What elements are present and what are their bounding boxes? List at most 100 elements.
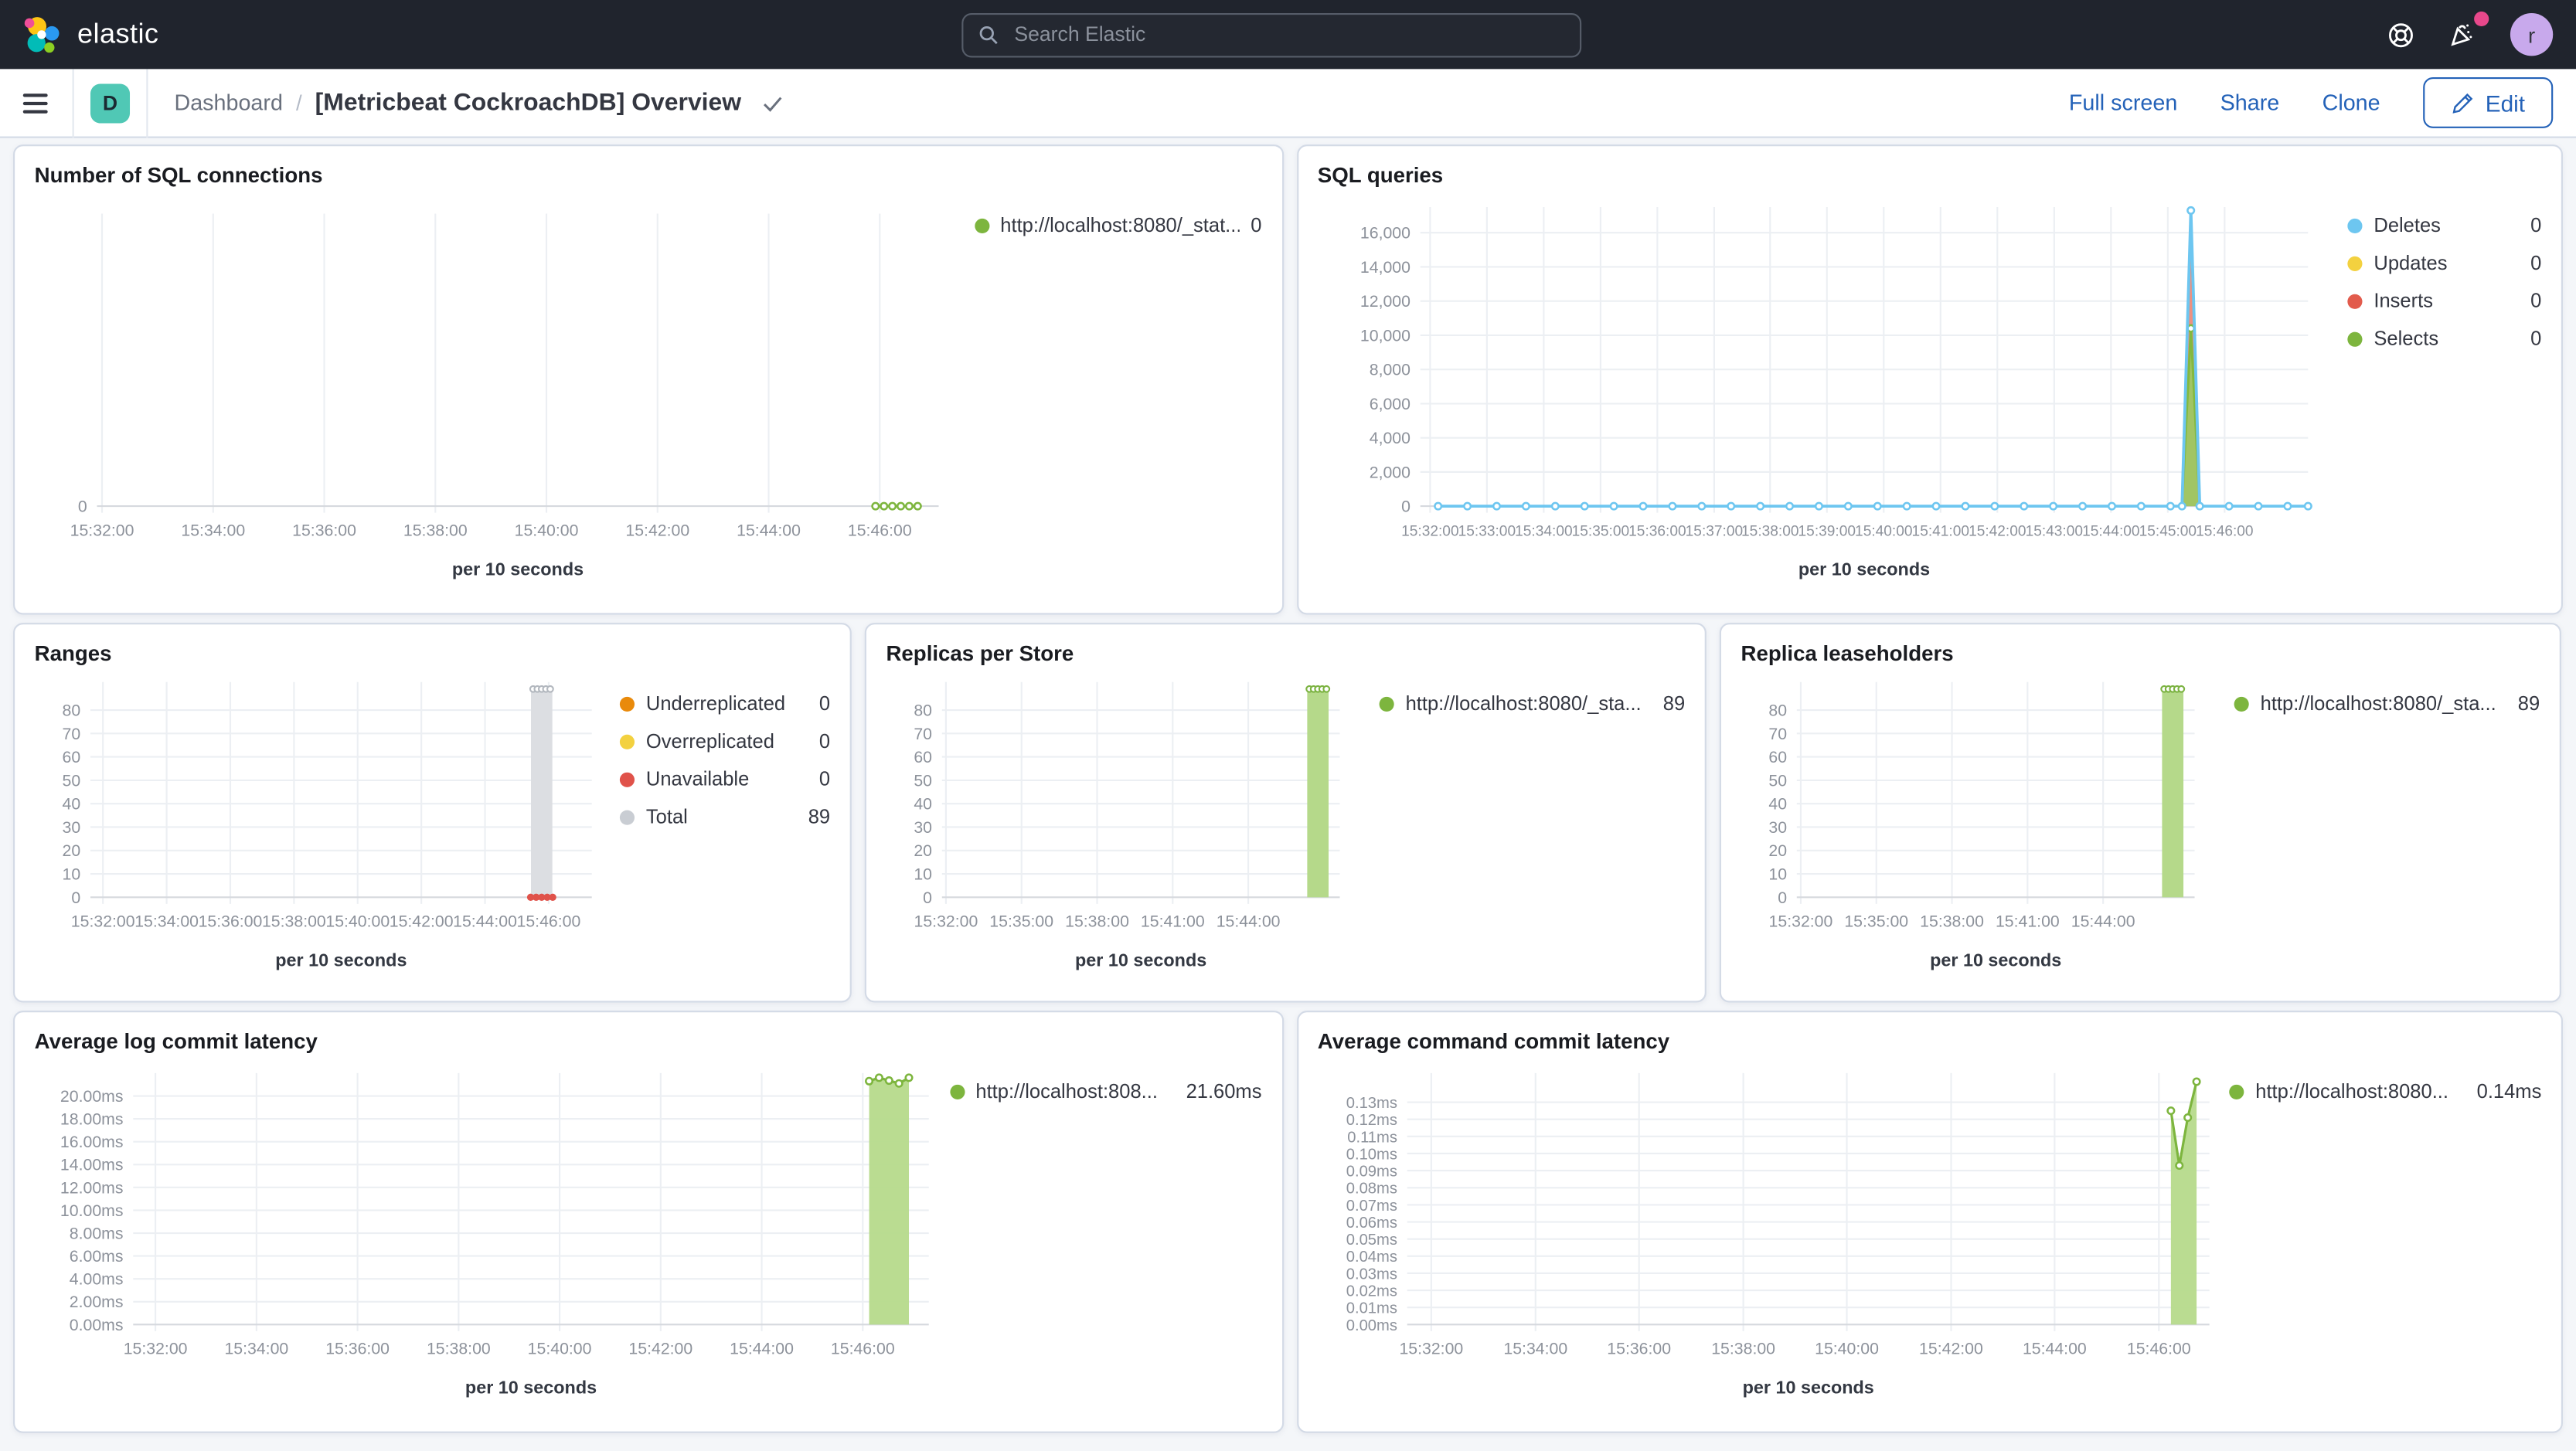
chart-canvas[interactable]: 15:32:00 15:34:00 15:36:00 15:38:00 15:40:00… — [35, 669, 602, 990]
legend-swatch — [1379, 695, 1394, 711]
svg-text:50: 50 — [1768, 771, 1787, 790]
legend-item: Updates 0 — [2347, 251, 2541, 274]
svg-text:0.00ms: 0.00ms — [1346, 1317, 1397, 1334]
svg-text:30: 30 — [1768, 818, 1787, 837]
svg-text:10: 10 — [1768, 865, 1787, 884]
legend-label: Unavailable — [645, 767, 750, 791]
legend-label: Underreplicated — [645, 692, 786, 715]
svg-text:15:45:00: 15:45:00 — [2139, 523, 2196, 539]
svg-text:15:40:00: 15:40:00 — [515, 521, 579, 539]
legend-item: Overreplicated 0 — [619, 729, 830, 753]
full-screen-button[interactable]: Full screen — [2068, 90, 2178, 115]
svg-text:0.03ms: 0.03ms — [1346, 1266, 1397, 1283]
svg-text:15:33:00: 15:33:00 — [1458, 523, 1515, 539]
svg-text:15:32:00: 15:32:00 — [1769, 912, 1833, 931]
svg-text:per 10 seconds: per 10 seconds — [452, 559, 584, 579]
breadcrumb-dashboard-link[interactable]: Dashboard — [174, 90, 283, 115]
svg-text:15:44:00: 15:44:00 — [730, 1340, 794, 1358]
panel-number-of-sql-connections: Number of SQL connections 15:32:00 15:34:… — [13, 144, 1284, 615]
newsfeed-icon[interactable] — [2448, 11, 2489, 49]
svg-text:15:46:00: 15:46:00 — [2195, 523, 2252, 539]
svg-text:15:42:00: 15:42:00 — [390, 912, 454, 931]
svg-text:80: 80 — [63, 701, 81, 719]
brand-name: elastic — [77, 18, 159, 49]
svg-text:0: 0 — [1778, 889, 1787, 907]
legend-label: Total — [645, 805, 688, 829]
svg-text:15:42:00: 15:42:00 — [628, 1340, 692, 1358]
page-title: [Metricbeat CockroachDB] Overview — [315, 88, 742, 117]
share-button[interactable]: Share — [2220, 90, 2280, 115]
legend-label: Inserts — [2374, 289, 2433, 313]
legend-item: Inserts 0 — [2347, 289, 2541, 312]
user-avatar[interactable]: r — [2510, 13, 2554, 56]
svg-text:15:40:00: 15:40:00 — [528, 1340, 592, 1358]
svg-text:0: 0 — [1400, 498, 1410, 516]
breadcrumb-check-icon[interactable] — [761, 91, 784, 114]
panel-title: SQL queries — [1317, 162, 1444, 188]
global-search[interactable] — [961, 12, 1582, 57]
svg-text:50: 50 — [914, 771, 932, 790]
svg-text:14,000: 14,000 — [1359, 258, 1410, 277]
svg-text:15:40:00: 15:40:00 — [1814, 1340, 1878, 1358]
chart-legend: Underreplicated 0 Overreplicated 0 Unavailab… — [619, 669, 831, 843]
legend-swatch — [2347, 255, 2363, 270]
chart-canvas[interactable]: 15:32:00 15:35:00 15:38:00 15:41:00 15:44:00… — [1741, 669, 2207, 990]
svg-text:18.00ms: 18.00ms — [60, 1110, 124, 1129]
svg-text:15:34:00: 15:34:00 — [224, 1340, 288, 1358]
svg-text:0.07ms: 0.07ms — [1346, 1198, 1397, 1215]
breadcrumb: Dashboard / [Metricbeat CockroachDB] Ove… — [174, 89, 784, 117]
legend-swatch — [974, 217, 989, 233]
svg-text:60: 60 — [63, 748, 81, 766]
menu-icon[interactable] — [20, 85, 56, 121]
space-avatar[interactable]: D — [90, 83, 131, 123]
svg-text:15:44:00: 15:44:00 — [2071, 912, 2135, 931]
svg-text:15:38:00: 15:38:00 — [262, 912, 326, 931]
svg-text:15:32:00: 15:32:00 — [1398, 1340, 1462, 1358]
elastic-logo[interactable]: elastic — [23, 14, 159, 55]
svg-text:12,000: 12,000 — [1359, 292, 1410, 311]
legend-item: http://localhost:8080/_sta... 89 — [2234, 692, 2540, 715]
legend-item: Deletes 0 — [2347, 214, 2541, 236]
svg-text:15:44:00: 15:44:00 — [1217, 912, 1281, 931]
edit-button[interactable]: Edit — [2422, 76, 2554, 128]
elastic-logo-icon — [23, 14, 64, 55]
svg-text:15:35:00: 15:35:00 — [1844, 912, 1908, 931]
chart-canvas[interactable]: 15:32:00 15:33:00 15:34:00 15:35:00 15:36:00… — [1318, 191, 2320, 602]
panel-title: Replica leaseholders — [1741, 641, 1954, 666]
svg-text:15:40:00: 15:40:00 — [1854, 523, 1911, 539]
divider — [72, 68, 74, 138]
breadcrumb-separator: / — [295, 90, 302, 115]
svg-text:per 10 seconds: per 10 seconds — [275, 950, 407, 970]
legend-item: http://localhost:8080... 0.14ms — [2229, 1079, 2541, 1103]
svg-text:per 10 seconds: per 10 seconds — [1798, 559, 1929, 579]
svg-text:15:38:00: 15:38:00 — [403, 521, 468, 539]
chart-canvas[interactable]: 15:32:00 15:34:00 15:36:00 15:38:00 15:40:00… — [35, 191, 955, 602]
svg-text:15:32:00: 15:32:00 — [124, 1340, 188, 1358]
svg-text:0.13ms: 0.13ms — [1346, 1095, 1397, 1112]
panel-title: Number of SQL connections — [34, 162, 323, 188]
svg-text:60: 60 — [914, 748, 932, 766]
divider — [146, 68, 148, 138]
clone-button[interactable]: Clone — [2322, 90, 2380, 115]
svg-text:per 10 seconds: per 10 seconds — [1075, 950, 1206, 970]
chart-canvas[interactable]: 15:32:00 15:35:00 15:38:00 15:41:00 15:44:00… — [886, 669, 1353, 990]
legend-swatch — [2347, 331, 2363, 346]
svg-text:15:36:00: 15:36:00 — [292, 521, 356, 539]
svg-text:12.00ms: 12.00ms — [60, 1178, 124, 1197]
svg-text:0.04ms: 0.04ms — [1346, 1249, 1397, 1266]
chart-canvas[interactable]: 15:32:00 15:34:00 15:36:00 15:38:00 15:40:00… — [1318, 1057, 2219, 1420]
dashboard-grid: Number of SQL connections 15:32:00 15:34:… — [0, 138, 2576, 1433]
svg-text:80: 80 — [914, 701, 932, 719]
svg-text:15:34:00: 15:34:00 — [1514, 523, 1571, 539]
svg-text:4.00ms: 4.00ms — [70, 1270, 124, 1289]
svg-text:10.00ms: 10.00ms — [60, 1201, 124, 1220]
panel-title: Average command commit latency — [1317, 1028, 1670, 1054]
legend-label: http://localhost:8080/_stat... — [1000, 213, 1240, 237]
help-icon[interactable] — [2387, 21, 2414, 49]
chart-canvas[interactable]: 15:32:00 15:34:00 15:36:00 15:38:00 15:40:00… — [35, 1057, 939, 1420]
search-input[interactable] — [1011, 21, 1565, 48]
chart-legend: Deletes 0 Updates 0 Inserts 0 Selects 0 — [2347, 191, 2541, 365]
svg-text:30: 30 — [63, 818, 81, 837]
legend-value: 0 — [818, 692, 831, 715]
svg-text:15:34:00: 15:34:00 — [181, 521, 245, 539]
